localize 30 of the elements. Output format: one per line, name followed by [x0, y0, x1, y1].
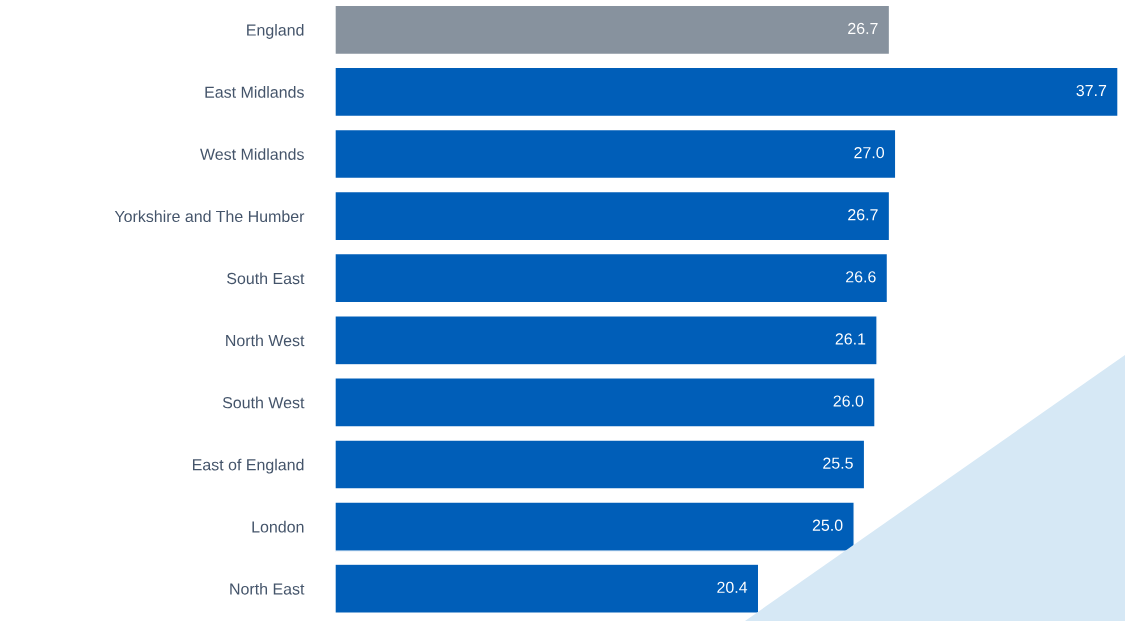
bar: [335, 501, 855, 552]
data-label: 37.7: [1076, 84, 1107, 97]
data-label: 26.0: [833, 395, 864, 407]
data-label: 26.6: [846, 271, 876, 283]
data-label: 25.5: [823, 457, 853, 469]
y-tick-label: England: [247, 24, 304, 39]
y-tick-label: Yorkshire and The Humber: [114, 210, 305, 223]
y-tick-label: North West: [226, 334, 305, 347]
bar: [335, 128, 897, 180]
bar: [335, 439, 866, 490]
bar: [335, 315, 878, 366]
bar: [335, 252, 889, 304]
data-label: 26.7: [848, 22, 878, 35]
data-label: 20.4: [717, 581, 748, 593]
data-label: 26.7: [848, 209, 878, 221]
bar: [335, 563, 760, 614]
data-label: 25.0: [812, 519, 843, 531]
y-tick-label: London: [252, 520, 304, 533]
bar: [335, 190, 891, 242]
bar: [335, 377, 876, 428]
y-tick-label: South East: [227, 272, 305, 285]
y-tick-label: East Midlands: [205, 86, 304, 98]
y-tick-label: East of England: [192, 458, 304, 474]
y-tick-label: West Midlands: [200, 148, 304, 160]
bar: [335, 66, 1118, 118]
y-tick-label: South West: [222, 396, 305, 409]
data-label: 26.1: [835, 333, 866, 345]
y-tick-label: North East: [230, 582, 305, 595]
bar: [335, 4, 891, 56]
data-label: 27.0: [854, 146, 885, 159]
